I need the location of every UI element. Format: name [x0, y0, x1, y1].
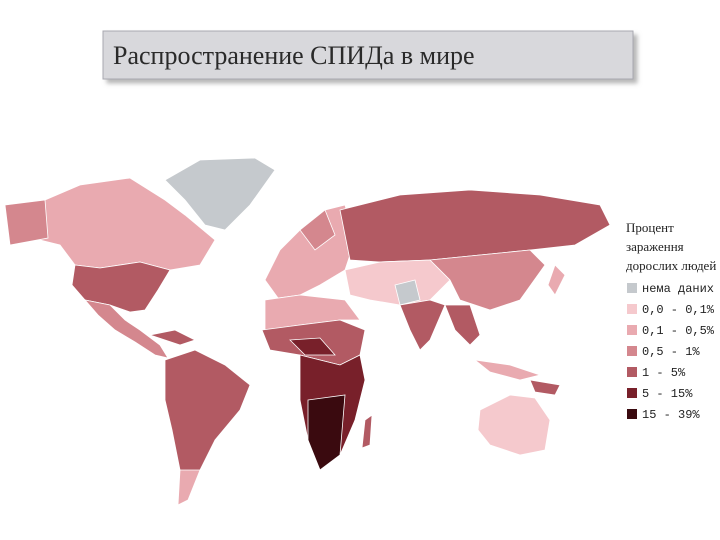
- legend-swatch: [627, 367, 637, 377]
- legend-title: зараження: [626, 239, 684, 254]
- legend-label: нема даних: [642, 282, 714, 296]
- legend-title: дорослих людей: [626, 258, 716, 273]
- title-box: [102, 30, 634, 80]
- legend-label: 1 - 5%: [642, 366, 686, 380]
- legend-label: 0,0 - 0,1%: [642, 303, 715, 317]
- legend-swatch: [627, 388, 637, 398]
- legend-label: 0,1 - 0,5%: [642, 324, 715, 338]
- world-map: [4, 157, 611, 506]
- legend-label: 15 - 39%: [642, 408, 700, 422]
- title: Распространение СПИДа в мире: [113, 41, 475, 70]
- legend-swatch: [627, 283, 637, 293]
- legend: Процент зараження дорослих людей нема даних…: [626, 220, 716, 422]
- legend-label: 5 - 15%: [642, 387, 693, 401]
- legend-label: 0,5 - 1%: [642, 345, 700, 359]
- legend-swatch: [627, 304, 637, 314]
- legend-title: Процент: [626, 220, 674, 235]
- legend-swatch: [627, 346, 637, 356]
- legend-swatch: [627, 409, 637, 419]
- legend-swatch: [627, 325, 637, 335]
